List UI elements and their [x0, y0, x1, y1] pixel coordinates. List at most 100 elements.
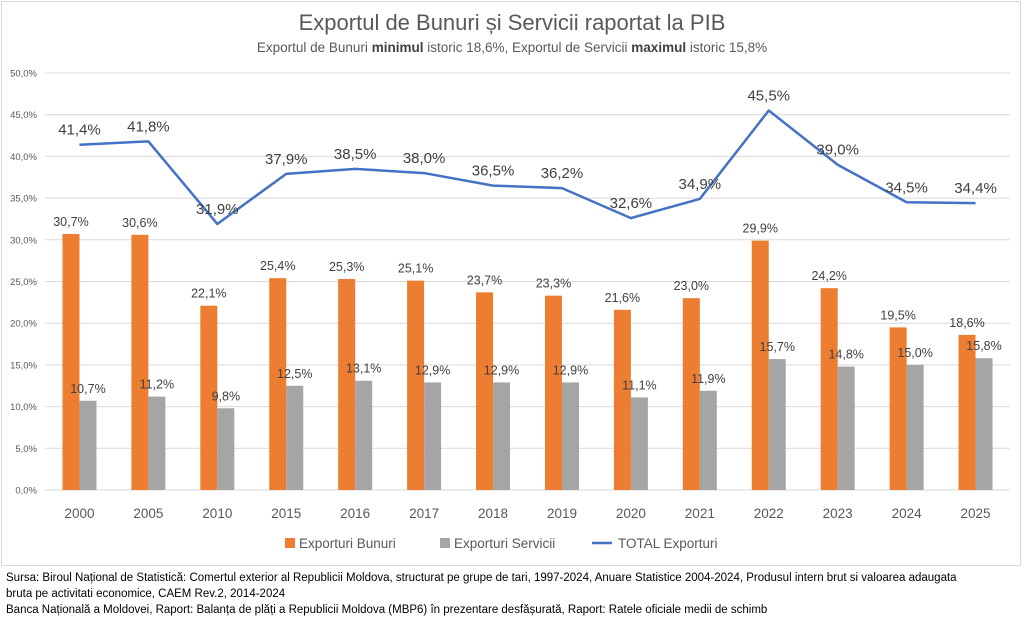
bar-bunuri — [269, 278, 287, 490]
data-label: 11,9% — [691, 372, 726, 386]
line-data-label: 34,9% — [679, 176, 722, 193]
data-label: 22,1% — [191, 287, 226, 301]
x-tick-label: 2017 — [409, 506, 439, 521]
bar-servicii — [355, 380, 373, 490]
bar-servicii — [79, 400, 97, 490]
x-tick-label: 2016 — [340, 506, 370, 521]
line-data-label: 34,4% — [954, 180, 997, 197]
bar-servicii — [148, 396, 166, 490]
subtitle-bold: maximul — [631, 40, 687, 55]
bar-bunuri — [544, 295, 562, 490]
x-tick-label: 2005 — [133, 506, 163, 521]
y-tick-label: 20,0% — [10, 319, 37, 330]
y-tick-label: 15,0% — [10, 360, 37, 371]
bar-bunuri — [131, 234, 149, 490]
x-tick-label: 2022 — [754, 506, 784, 521]
bar-servicii — [424, 382, 442, 490]
data-label: 30,6% — [122, 216, 157, 230]
data-label: 24,2% — [811, 269, 846, 283]
data-label: 21,6% — [605, 291, 640, 305]
data-label: 11,1% — [622, 378, 657, 392]
data-label: 15,8% — [966, 339, 1001, 353]
bar-bunuri — [613, 309, 631, 490]
data-label: 25,4% — [260, 259, 295, 273]
bar-bunuri — [476, 292, 494, 490]
chart-title: Exportul de Bunuri și Servicii raportat … — [298, 10, 726, 35]
subtitle-text: istoric 15,8% — [686, 40, 768, 55]
source-line-1: Sursa: Biroul Național de Statistică: Co… — [6, 572, 957, 584]
data-label: 25,3% — [329, 260, 364, 274]
subtitle-bold: minimul — [371, 40, 424, 55]
data-label: 10,7% — [70, 382, 105, 396]
line-total-exporturi — [79, 109, 976, 226]
bar-servicii — [630, 397, 648, 490]
data-label: 12,9% — [553, 363, 588, 377]
legend-swatch — [440, 538, 450, 548]
line-data-label: 41,4% — [58, 122, 101, 139]
line-data-label: 36,5% — [472, 163, 515, 180]
bar-servicii — [837, 366, 855, 490]
y-tick-label: 5,0% — [15, 444, 37, 455]
y-tick-label: 50,0% — [10, 69, 37, 80]
x-tick-label: 2010 — [202, 506, 232, 521]
bar-bunuri — [820, 288, 838, 490]
line-data-label: 32,6% — [610, 195, 653, 212]
subtitle-text: istoric 18,6%, Exportul de Servicii — [423, 40, 632, 55]
x-tick-label: 2021 — [685, 506, 715, 521]
data-label: 15,0% — [897, 346, 932, 360]
bar-bunuri — [62, 233, 80, 490]
y-tick-label: 10,0% — [10, 402, 37, 413]
data-label: 19,5% — [880, 308, 915, 322]
source-line-2: bruta pe activitati economice, CAEM Rev.… — [6, 588, 286, 600]
y-tick-label: 35,0% — [10, 194, 37, 205]
bar-servicii — [768, 359, 786, 490]
x-tick-label: 2025 — [961, 506, 991, 521]
line-data-label: 34,5% — [885, 179, 928, 196]
data-label: 30,7% — [53, 215, 88, 229]
legend-swatch — [285, 538, 295, 548]
bar-bunuri — [200, 305, 218, 490]
line-data-label: 38,5% — [334, 146, 377, 163]
legend-label: Exporturi Servicii — [454, 536, 555, 551]
line-data-label: 36,2% — [541, 165, 584, 182]
x-tick-label: 2019 — [547, 506, 577, 521]
data-label: 23,7% — [467, 273, 502, 287]
bar-servicii — [217, 408, 235, 490]
x-tick-label: 2018 — [478, 506, 508, 521]
data-label: 12,9% — [484, 363, 519, 377]
chart-subtitle: Exportul de Bunuri minimul istoric 18,6%… — [0, 40, 1024, 55]
data-label: 11,2% — [140, 378, 175, 392]
y-tick-label: 25,0% — [10, 277, 37, 288]
bar-bunuri — [751, 240, 769, 490]
x-tick-label: 2023 — [823, 506, 853, 521]
x-tick-label: 2020 — [616, 506, 646, 521]
line-data-label: 41,8% — [127, 118, 170, 135]
data-label: 14,8% — [828, 348, 863, 362]
data-label: 29,9% — [743, 222, 778, 236]
data-label: 12,5% — [277, 367, 312, 381]
data-label: 23,3% — [536, 277, 571, 291]
y-tick-label: 45,0% — [10, 110, 37, 121]
bar-servicii — [286, 385, 304, 490]
data-label: 13,1% — [346, 362, 381, 376]
data-label: 9,8% — [212, 389, 241, 403]
data-label: 23,0% — [674, 279, 709, 293]
y-tick-label: 30,0% — [10, 235, 37, 246]
y-tick-label: 40,0% — [10, 152, 37, 163]
chart-frame — [1, 1, 1021, 566]
line-data-label: 38,0% — [403, 150, 446, 167]
line-data-label: 39,0% — [816, 142, 859, 159]
data-label: 12,9% — [415, 363, 450, 377]
x-tick-label: 2024 — [892, 506, 923, 521]
bar-bunuri — [407, 280, 425, 490]
bar-servicii — [699, 390, 717, 490]
bar-servicii — [561, 382, 579, 490]
bar-bunuri — [889, 327, 907, 490]
bar-bunuri — [682, 298, 700, 490]
legend-label: TOTAL Exporturi — [618, 536, 718, 551]
line-data-label: 45,5% — [747, 88, 790, 105]
legend-label: Exporturi Bunuri — [299, 536, 396, 551]
data-label: 18,6% — [949, 316, 984, 330]
